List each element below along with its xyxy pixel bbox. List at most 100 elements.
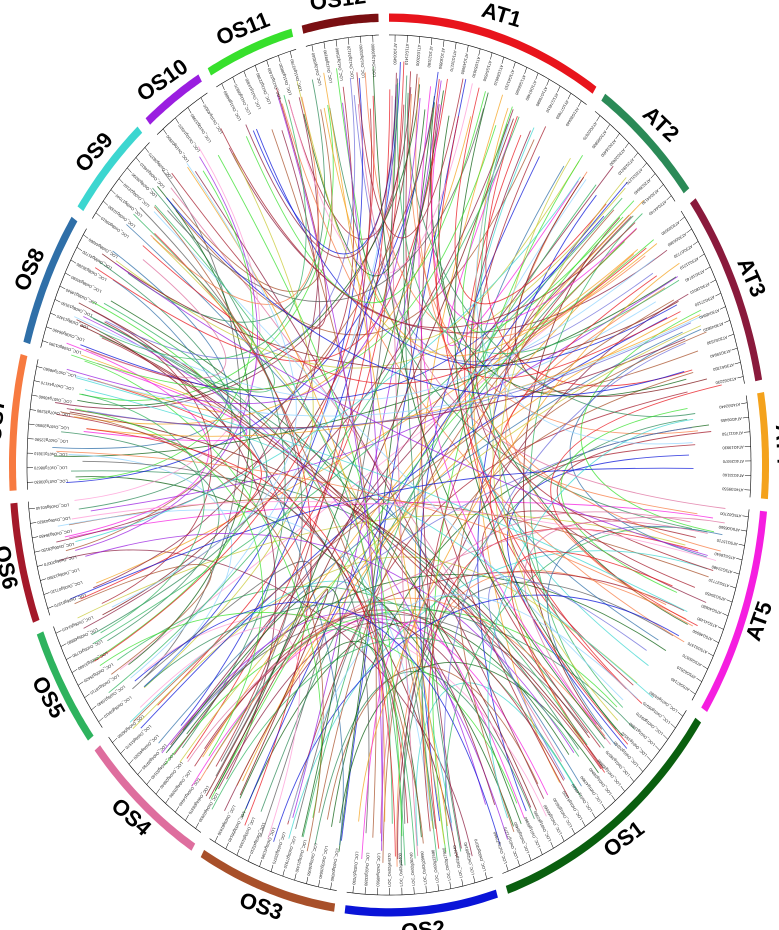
- synteny-link: [194, 171, 545, 799]
- gene-label: AT5G27710: [707, 577, 730, 588]
- synteny-link: [208, 589, 329, 799]
- gene-label: AT5G02700: [719, 511, 741, 519]
- chromosome-label-os1: OS1: [599, 816, 649, 862]
- gene-label: LOC_Os06g20070: [43, 555, 77, 568]
- gene-tick: [473, 875, 476, 883]
- synteny-link: [69, 501, 714, 539]
- gene-tick: [135, 157, 141, 163]
- gene-label: LOC_Os07g48060: [42, 366, 76, 379]
- synteny-link: [126, 224, 582, 787]
- synteny-link: [180, 61, 401, 726]
- gene-label: LOC_Os12g15660: [334, 47, 344, 81]
- synteny-link: [514, 176, 708, 397]
- gene-label: LOC_Os03g10640: [318, 846, 330, 880]
- gene-tick: [311, 44, 314, 52]
- gene-label: LOC_Os07g03830: [33, 479, 67, 485]
- gene-tick: [638, 766, 643, 772]
- gene-label: LOC_Os08g13420: [55, 314, 89, 331]
- synteny-link: [81, 354, 223, 413]
- synteny-link: [303, 109, 426, 277]
- gene-tick: [692, 241, 699, 246]
- gene-tick: [642, 162, 647, 169]
- gene-tick: [306, 876, 309, 884]
- synteny-link: [143, 152, 314, 689]
- gene-label: LOC_Os12g24120: [346, 45, 355, 79]
- gene-track-layer: AT1G03450 AT1G21410 AT1G22000 AT1G23180 AT1G…: [26, 34, 752, 896]
- gene-label: AT1G61210: [503, 69, 515, 91]
- synteny-link: [245, 72, 397, 259]
- synteny-link: [103, 302, 406, 866]
- synteny-link: [485, 116, 693, 387]
- gene-label: LOC_Os06g13390: [46, 567, 80, 581]
- gene-label: LOC_Os07g08670: [33, 465, 67, 470]
- chromosome-label-at4: AT4: [771, 424, 779, 466]
- synteny-link: [186, 89, 391, 759]
- gene-tick: [144, 147, 150, 153]
- gene-tick: [666, 195, 672, 201]
- gene-label: AT3G18010: [689, 282, 711, 296]
- gene-tick: [726, 599, 733, 603]
- gene-tick: [724, 320, 730, 323]
- gene-label: AT4G19930: [722, 445, 744, 451]
- gene-tick: [30, 522, 37, 524]
- chromosome-axis-os12: [305, 34, 379, 47]
- gene-tick: [690, 690, 696, 695]
- gene-label: AT4G29370: [722, 459, 744, 464]
- gene-tick: [742, 416, 749, 419]
- gene-tick: [335, 39, 338, 47]
- synteny-link: [171, 87, 328, 329]
- gene-tick: [29, 409, 37, 411]
- synteny-link: [74, 564, 212, 675]
- gene-tick: [28, 423, 35, 425]
- gene-label: AT4G08455: [720, 416, 742, 423]
- gene-tick: [736, 558, 743, 561]
- gene-tick: [713, 639, 719, 644]
- synteny-link: [457, 331, 707, 833]
- synteny-link: [75, 176, 581, 543]
- gene-tick: [501, 57, 505, 64]
- gene-label: AT1G74510: [545, 92, 560, 114]
- gene-label: LOC_Os02g08140: [462, 841, 475, 875]
- synteny-link: [255, 128, 678, 367]
- gene-label: LOC_Os12g09190: [322, 49, 333, 83]
- gene-label: AT5G62510: [675, 665, 697, 680]
- gene-label: AT3G11210: [678, 256, 699, 271]
- synteny-link: [228, 147, 668, 334]
- gene-label: AT5G40680: [700, 603, 722, 615]
- gene-tick: [581, 820, 586, 827]
- gene-tick: [615, 133, 620, 140]
- chromosome-band-os6: [10, 502, 40, 623]
- gene-label: LOC_Os07g35290: [36, 408, 70, 417]
- gene-label: AT1G32170: [449, 50, 458, 73]
- gene-tick: [442, 39, 445, 47]
- gene-label: LOC_Os03g04360: [330, 848, 340, 882]
- gene-tick: [738, 543, 745, 546]
- gene-tick: [64, 272, 71, 277]
- chromosome-label-os7: OS7: [0, 397, 10, 443]
- link-layer: [52, 61, 726, 867]
- synteny-link: [71, 501, 717, 561]
- gene-label: AT3G49820: [702, 321, 724, 333]
- synteny-link: [550, 384, 722, 627]
- synteny-link: [358, 262, 680, 822]
- synteny-link: [79, 324, 604, 769]
- synteny-link: [436, 116, 681, 379]
- gene-tick: [71, 668, 78, 673]
- synteny-link: [66, 98, 421, 405]
- chromosome-band-os4: [94, 745, 196, 851]
- synteny-link: [510, 551, 673, 773]
- synteny-link: [78, 170, 254, 481]
- gene-tick: [679, 216, 685, 222]
- gene-tick: [84, 693, 90, 698]
- synteny-link: [471, 165, 659, 641]
- gene-label: LOC_Os06g28150: [40, 542, 74, 554]
- gene-tick: [221, 83, 225, 91]
- gene-label: AT1G21410: [404, 44, 410, 66]
- synteny-link: [74, 315, 702, 417]
- synteny-link: [505, 287, 698, 515]
- gene-tick: [650, 173, 656, 179]
- synteny-link: [74, 258, 655, 401]
- synteny-link: [361, 620, 525, 860]
- gene-tick: [546, 79, 550, 86]
